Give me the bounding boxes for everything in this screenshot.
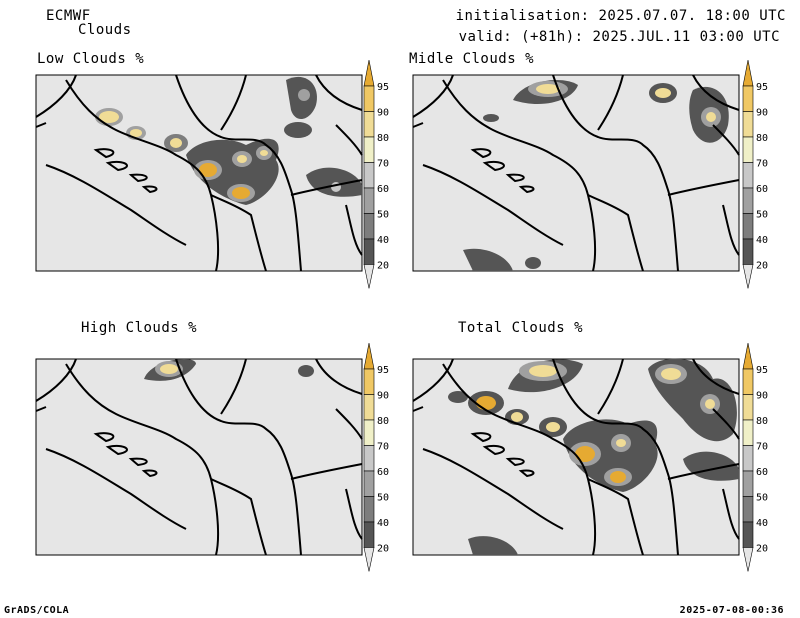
colorbar-segment (742, 419, 754, 446)
colorbar-segment (363, 162, 375, 189)
colorbar-tick-label: 50 (756, 493, 768, 504)
colorbar-tick-label: 60 (377, 467, 389, 478)
colorbar-segment (742, 111, 754, 138)
colorbar-tick-label: 60 (756, 467, 768, 478)
colorbar-tick-label: 20 (377, 261, 389, 272)
map-background (412, 74, 740, 272)
colorbar-segment (742, 85, 754, 112)
colorbar-max-triangle (742, 59, 754, 87)
colorbar-max-triangle (363, 342, 375, 370)
panel-title-low: Low Clouds % (37, 51, 145, 67)
panel-middle-clouds (412, 74, 740, 272)
colorbar-segment (742, 187, 754, 214)
colorbar-tick-label: 80 (756, 416, 768, 427)
colorbar-segment (363, 85, 375, 112)
colorbar-segment (363, 238, 375, 265)
colorbar-segment (363, 470, 375, 497)
colorbar-max-triangle (363, 59, 375, 87)
colorbar-tick-label: 90 (377, 391, 389, 402)
colorbar-min-triangle (363, 547, 375, 572)
colorbar-segment (742, 496, 754, 523)
colorbar-top: 95 90 80 70 60 50 40 20 (363, 59, 389, 289)
colorbar-right-bottom: 95 90 80 70 60 50 40 20 (742, 342, 768, 572)
colorbar-tick-label: 90 (756, 108, 768, 119)
colorbar-tick-label: 50 (377, 493, 389, 504)
colorbar-tick-label: 60 (756, 184, 768, 195)
colorbar-segment (742, 445, 754, 472)
colorbar-segment (742, 213, 754, 240)
colorbar-tick-label: 95 (756, 82, 768, 93)
colorbar-tick-label: 80 (756, 133, 768, 144)
colorbar-min-triangle (742, 264, 754, 289)
colorbar-segment (363, 394, 375, 421)
colorbar-tick-label: 60 (377, 184, 389, 195)
colorbar-segment (742, 394, 754, 421)
initialisation-time: initialisation: 2025.07.07. 18:00 UTC (455, 8, 786, 24)
colorbar-tick-label: 80 (377, 133, 389, 144)
map-background (35, 358, 363, 556)
panel-title-high: High Clouds % (81, 320, 198, 336)
colorbar-tick-label: 80 (377, 416, 389, 427)
panel-high-clouds (35, 358, 363, 556)
colorbar-left-bottom: 95 90 80 70 60 50 40 20 (363, 342, 389, 572)
panel-title-middle: Midle Clouds % (409, 51, 535, 67)
panel-low-clouds (35, 74, 363, 272)
colorbar-segment (363, 445, 375, 472)
panel-total-clouds (412, 358, 740, 556)
colorbar-segment (363, 111, 375, 138)
colorbar-segment (742, 162, 754, 189)
colorbar-tick-label: 20 (377, 544, 389, 555)
model-name: ECMWF (46, 8, 91, 24)
colorbar-segment (363, 419, 375, 446)
colorbar-tick-label: 70 (756, 442, 768, 453)
footer-timestamp: 2025-07-08-00:36 (679, 605, 784, 616)
colorbar-tick-label: 90 (756, 391, 768, 402)
colorbar-segment (363, 187, 375, 214)
panel-title-total: Total Clouds % (458, 320, 584, 336)
colorbar-tick-label: 50 (377, 210, 389, 221)
colorbar-min-triangle (363, 264, 375, 289)
colorbar-segment (742, 521, 754, 548)
product-name: Clouds (78, 22, 132, 38)
colorbar-segment (742, 238, 754, 265)
colorbar-tick-label: 95 (377, 82, 389, 93)
colorbar-tick-label: 50 (756, 210, 768, 221)
footer-software: GrADS/COLA (4, 605, 70, 616)
colorbar-tick-label: 40 (756, 518, 768, 529)
colorbar-tick-label: 20 (756, 544, 768, 555)
colorbar-segment (742, 368, 754, 395)
colorbar-tick-label: 90 (377, 108, 389, 119)
colorbar-right-top: 95 90 80 70 60 50 40 20 (742, 59, 768, 289)
colorbar-tick-label: 70 (756, 159, 768, 170)
colorbar-segment (363, 213, 375, 240)
colorbar-tick-label: 20 (756, 261, 768, 272)
colorbar-tick-label: 40 (377, 518, 389, 529)
colorbar-tick-label: 70 (377, 442, 389, 453)
colorbar-tick-label: 70 (377, 159, 389, 170)
colorbar-segment (363, 368, 375, 395)
colorbar-segment (363, 521, 375, 548)
colorbar-min-triangle (742, 547, 754, 572)
colorbar-tick-label: 95 (756, 365, 768, 376)
colorbar-segment (363, 136, 375, 163)
cloud-cells (95, 76, 362, 205)
colorbar-segment (742, 470, 754, 497)
colorbar-segment (363, 496, 375, 523)
valid-time: valid: (+81h): 2025.JUL.11 03:00 UTC (458, 29, 780, 45)
colorbar-tick-label: 95 (377, 365, 389, 376)
colorbar-tick-label: 40 (377, 235, 389, 246)
colorbar-tick-label: 40 (756, 235, 768, 246)
colorbar-max-triangle (742, 342, 754, 370)
colorbar-segment (742, 136, 754, 163)
